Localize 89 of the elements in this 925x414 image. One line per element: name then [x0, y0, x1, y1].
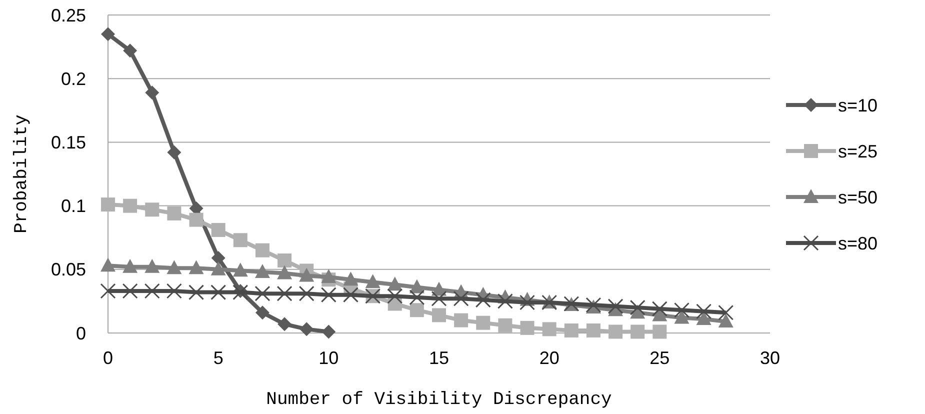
point [298, 286, 314, 302]
point [365, 274, 380, 288]
point [122, 283, 138, 299]
point [144, 283, 160, 299]
legend-label: s=80 [838, 233, 878, 254]
point [387, 276, 402, 291]
x-tick-label: 20 [539, 348, 560, 368]
x-tick-label: 0 [102, 348, 114, 368]
point [210, 284, 226, 300]
point [431, 290, 447, 306]
point [123, 198, 138, 213]
point [166, 283, 182, 299]
point [276, 286, 292, 302]
point [674, 302, 690, 318]
point [145, 86, 160, 100]
point [278, 253, 292, 268]
legend-label: s=50 [838, 187, 878, 208]
point [145, 202, 160, 217]
point [101, 198, 115, 212]
point [322, 324, 336, 339]
y-tick-label: 0.1 [60, 196, 86, 216]
x-tick-label: 30 [760, 348, 780, 368]
point [211, 250, 226, 265]
x-tick-label: 5 [213, 348, 224, 368]
point [167, 145, 182, 160]
point [232, 262, 248, 277]
point [277, 265, 292, 280]
point [211, 222, 226, 237]
point [410, 303, 424, 318]
point [564, 323, 578, 338]
x-tick-label: 25 [650, 348, 670, 368]
point [718, 314, 734, 328]
point [342, 287, 358, 303]
y-tick-label: 0.2 [60, 68, 86, 89]
point [387, 288, 403, 304]
point [299, 268, 314, 282]
x-tick-label: 15 [428, 348, 450, 368]
point [652, 324, 667, 339]
point [210, 261, 226, 276]
point [453, 290, 469, 306]
point [321, 269, 336, 284]
point [188, 260, 204, 274]
y-tick-label: 0 [76, 323, 86, 344]
point [718, 304, 734, 320]
point [432, 308, 446, 322]
point [123, 44, 138, 58]
point [233, 233, 248, 248]
point [144, 258, 160, 273]
point [101, 27, 115, 42]
point [476, 316, 490, 330]
point [100, 258, 116, 272]
point [409, 290, 425, 306]
point [278, 317, 292, 332]
point [475, 292, 491, 308]
point [100, 283, 116, 299]
point [696, 304, 712, 320]
point [166, 260, 182, 274]
point [586, 323, 600, 338]
y-tick-label: 0.25 [50, 5, 86, 26]
point [498, 318, 512, 332]
point [454, 313, 468, 328]
point [343, 272, 358, 286]
legend-label: s=10 [838, 95, 878, 116]
point [122, 258, 138, 273]
point [189, 212, 204, 227]
y-tick-label: 0.15 [50, 132, 86, 152]
point [300, 322, 314, 336]
point [255, 306, 270, 320]
point [188, 284, 204, 300]
point [497, 293, 513, 309]
point [255, 243, 270, 258]
point [520, 294, 536, 310]
point [630, 300, 646, 316]
point [320, 287, 336, 303]
point [254, 264, 270, 278]
point [608, 324, 623, 339]
point [167, 206, 182, 220]
x-tick-label: 10 [318, 348, 339, 368]
legend-label: s=25 [838, 141, 878, 162]
x-axis-title: Number of Visibility Discrepancy [266, 390, 612, 410]
point [542, 322, 556, 336]
y-tick-label: 0.05 [50, 260, 86, 280]
y-axis-title: Probability [12, 114, 32, 234]
point [608, 298, 624, 314]
point [652, 301, 668, 317]
point [696, 311, 712, 326]
point [520, 320, 534, 335]
point [630, 324, 645, 339]
point [254, 286, 270, 302]
